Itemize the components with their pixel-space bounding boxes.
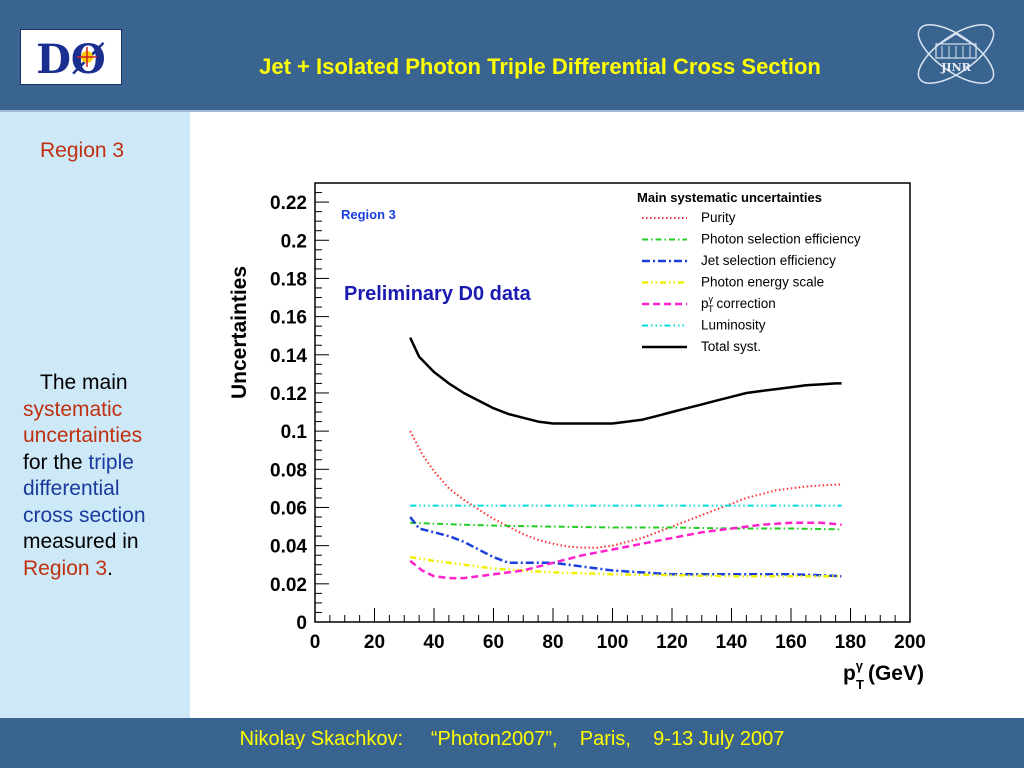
legend-title: Main systematic uncertainties [637, 190, 822, 205]
desc-line-2: systematic [23, 397, 123, 421]
desc-period: . [107, 556, 113, 580]
x-tick-label: 0 [310, 632, 321, 653]
y-tick-label: 0.18 [270, 269, 307, 290]
series-line-6 [409, 337, 842, 425]
x-tick-label: 160 [775, 632, 807, 653]
desc-line-7: measured in [23, 530, 139, 553]
description-text: The main systematic uncertainties for th… [23, 370, 193, 582]
series-line-3 [410, 555, 842, 578]
header-bar [0, 0, 1024, 110]
x-tick-label: 100 [597, 632, 629, 653]
desc-triple: triple [88, 450, 134, 474]
legend-label-5: Luminosity [701, 318, 766, 333]
legend-label-0: Purity [701, 210, 736, 225]
jinr-logo-text: JINR [940, 61, 971, 74]
region-label: Region 3 [40, 139, 125, 162]
legend-label-3: Photon energy scale [701, 275, 824, 290]
sidebar-panel [0, 112, 190, 718]
desc-line-6: cross section [23, 503, 146, 527]
x-tick-label: 200 [894, 632, 926, 653]
x-tick-labels: 0 20 40 60 80 100 120 140 160 180 200 [310, 632, 926, 653]
x-label-sup: γ [856, 658, 864, 673]
y-tick-label: 0.2 [281, 231, 307, 252]
y-tick-label: 0 [296, 613, 307, 634]
legend-label-6: Total syst. [701, 339, 761, 354]
desc-line-1: The main [40, 371, 128, 394]
y-tick-label: 0.02 [270, 575, 307, 596]
desc-line-8: Region 3. [23, 556, 193, 583]
x-tick-label: 120 [656, 632, 688, 653]
series-line-0 [409, 430, 842, 549]
x-tick-label: 80 [542, 632, 563, 653]
chart-region-label: Region 3 [341, 207, 396, 222]
footer-bar [0, 718, 1024, 768]
y-tick-label: 0.22 [270, 193, 307, 214]
legend-label-2: Jet selection efficiency [701, 253, 836, 268]
page-title: Jet + Isolated Photon Triple Differentia… [259, 54, 821, 79]
x-tick-label: 60 [483, 632, 504, 653]
legend-label-1: Photon selection efficiency [701, 232, 861, 247]
header-divider [0, 110, 1024, 112]
d0-logo-text: DØ [36, 36, 106, 83]
y-tick-label: 0.12 [270, 384, 307, 405]
y-tick-label: 0.14 [270, 346, 307, 367]
series-lines [409, 337, 842, 580]
y-tick-label: 0.06 [270, 498, 307, 519]
axis-ticks [314, 182, 911, 623]
x-label-p: p [843, 662, 856, 685]
d0-logo: DØ [20, 29, 122, 85]
jinr-logo: JINR [906, 4, 1006, 104]
y-tick-labels: 0 0.02 0.04 0.06 0.08 0.1 0.12 0.14 0.16 0.18 0.2 0… [270, 193, 307, 634]
desc-region: Region 3 [23, 556, 108, 580]
series-line-4 [409, 521, 842, 580]
x-tick-label: 20 [364, 632, 385, 653]
x-label-unit: (GeV) [868, 662, 924, 685]
x-tick-label: 140 [716, 632, 748, 653]
desc-for-the: for the [23, 450, 83, 474]
y-axis-label: Uncertainties [228, 266, 251, 399]
desc-line-3: uncertainties [23, 424, 143, 447]
y-tick-label: 0.16 [270, 308, 307, 329]
desc-line-4: for the triple [23, 450, 193, 477]
series-line-1 [410, 521, 842, 531]
x-axis-label: pγ T (GeV) [843, 658, 924, 692]
preliminary-annotation: Preliminary D0 data [344, 283, 532, 305]
series-line-2 [409, 516, 842, 578]
y-tick-label: 0.1 [281, 422, 308, 443]
footer-text: Nikolay Skachkov: “Photon2007”, Paris, 9… [239, 728, 785, 750]
plot-frame [314, 182, 911, 623]
y-tick-label: 0.08 [270, 460, 307, 481]
uncertainty-chart: 0 0.02 0.04 0.06 0.08 0.1 0.12 0.14 0.16 0.18 0.2 0… [228, 182, 926, 692]
x-tick-label: 180 [835, 632, 867, 653]
legend: Main systematic uncertainties Purity Phot… [637, 190, 861, 354]
desc-line-5: differential [23, 477, 120, 500]
x-label-sub: T [856, 677, 864, 692]
x-tick-label: 40 [423, 632, 444, 653]
y-tick-label: 0.04 [270, 537, 307, 558]
